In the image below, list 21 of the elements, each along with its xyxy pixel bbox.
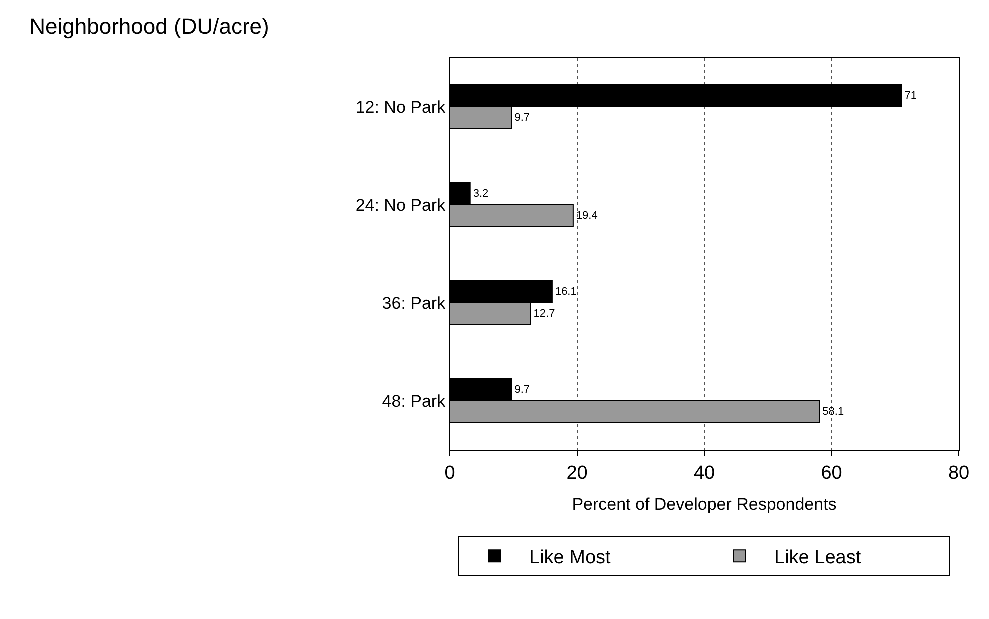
x-tick-label: 40 — [694, 462, 716, 484]
y-tick-label: 36: Park — [382, 294, 446, 313]
x-tick-label: 0 — [444, 462, 456, 484]
text: Neighborhood (DU/acre) — [30, 14, 270, 39]
data-label: 12.7 — [534, 308, 556, 320]
x-tick-label: 60 — [821, 462, 842, 484]
x-axis-title: Percent of Developer Respondents — [572, 495, 837, 514]
data-label: 9.7 — [514, 112, 530, 124]
data-label: 71 — [904, 90, 917, 102]
legend-label: Like Most — [530, 548, 612, 568]
data-label: 19.4 — [576, 210, 598, 222]
y-tick-label: 48: Park — [382, 392, 446, 411]
y-tick-label: 24: No Park — [356, 196, 446, 215]
data-label: 9.7 — [514, 384, 530, 396]
y-tick-label: 12: No Park — [356, 98, 446, 117]
data-label: 3.2 — [473, 188, 489, 200]
legend-label: Like Least — [774, 548, 862, 568]
x-tick-label: 80 — [948, 462, 970, 484]
data-label: 58.1 — [822, 406, 844, 418]
data-label: 16.1 — [555, 286, 577, 298]
x-tick-label: 20 — [566, 462, 588, 484]
